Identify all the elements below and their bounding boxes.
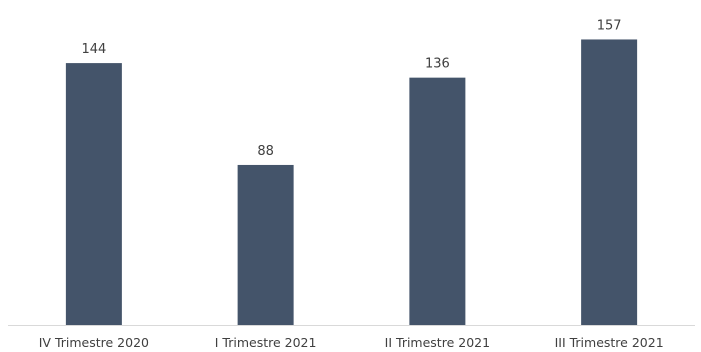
category-label-3: II Trimestre 2021 bbox=[385, 335, 490, 350]
bar-1 bbox=[65, 63, 122, 325]
category-label-2: I Trimestre 2021 bbox=[215, 335, 317, 350]
category-label-1: IV Trimestre 2020 bbox=[39, 335, 149, 350]
value-label-1: 144 bbox=[81, 42, 106, 57]
bars-group bbox=[65, 39, 638, 326]
value-label-4: 157 bbox=[597, 18, 622, 33]
bar-3 bbox=[409, 77, 466, 326]
value-labels-group: 144 88 136 157 bbox=[81, 18, 621, 158]
bar-2 bbox=[237, 164, 294, 325]
bar-4 bbox=[581, 39, 638, 326]
value-label-3: 136 bbox=[425, 57, 450, 72]
value-label-2: 88 bbox=[257, 144, 274, 159]
category-labels-group: IV Trimestre 2020 I Trimestre 2021 II Trim… bbox=[39, 335, 664, 350]
category-label-4: III Trimestre 2021 bbox=[555, 335, 664, 350]
